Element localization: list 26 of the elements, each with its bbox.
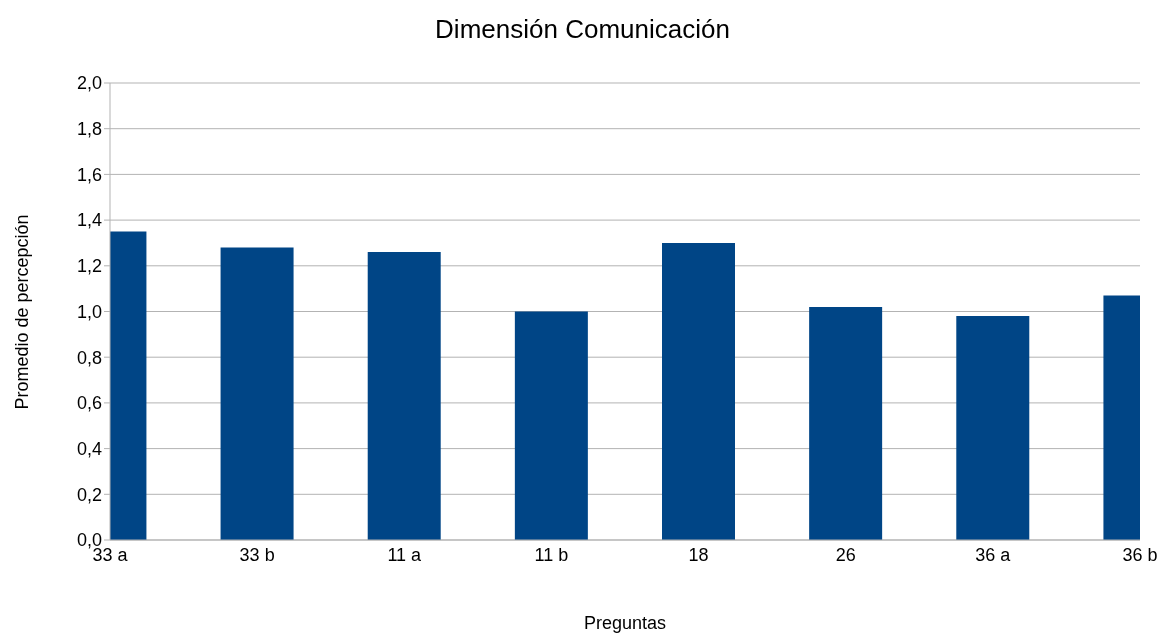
y-tick-label: 1,8 xyxy=(76,119,102,140)
bar xyxy=(956,316,1030,540)
x-tick-label: 36 a xyxy=(975,544,1012,565)
bar xyxy=(514,311,588,540)
y-tick-label: 1,4 xyxy=(76,210,102,231)
bar xyxy=(220,247,294,540)
y-tick-label: 0,8 xyxy=(76,347,102,368)
x-tick-label: 26 xyxy=(835,544,856,565)
y-tick-label: 0,2 xyxy=(76,484,102,505)
bar xyxy=(809,306,883,540)
x-tick-label: 11 b xyxy=(534,544,569,565)
y-tick-label: 1,2 xyxy=(76,256,102,277)
x-tick-label: 18 xyxy=(688,544,709,565)
x-axis-title: Preguntas xyxy=(582,613,668,634)
y-tick-label: 0,6 xyxy=(76,393,102,414)
x-tick-label: 33 b xyxy=(239,544,275,565)
y-axis-title: Promedio de percepción xyxy=(11,214,33,410)
x-tick-label: 36 b xyxy=(1122,544,1158,565)
y-tick-label: 1,6 xyxy=(76,164,102,185)
x-tick-label: 11 a xyxy=(387,544,423,565)
bar xyxy=(367,252,441,540)
y-tick-label: 1,0 xyxy=(76,301,102,322)
bar xyxy=(662,242,735,540)
chart-title: Dimensión Comunicación xyxy=(434,14,731,45)
y-tick-label: 0,4 xyxy=(76,438,102,459)
y-tick-label: 2,0 xyxy=(76,73,102,94)
